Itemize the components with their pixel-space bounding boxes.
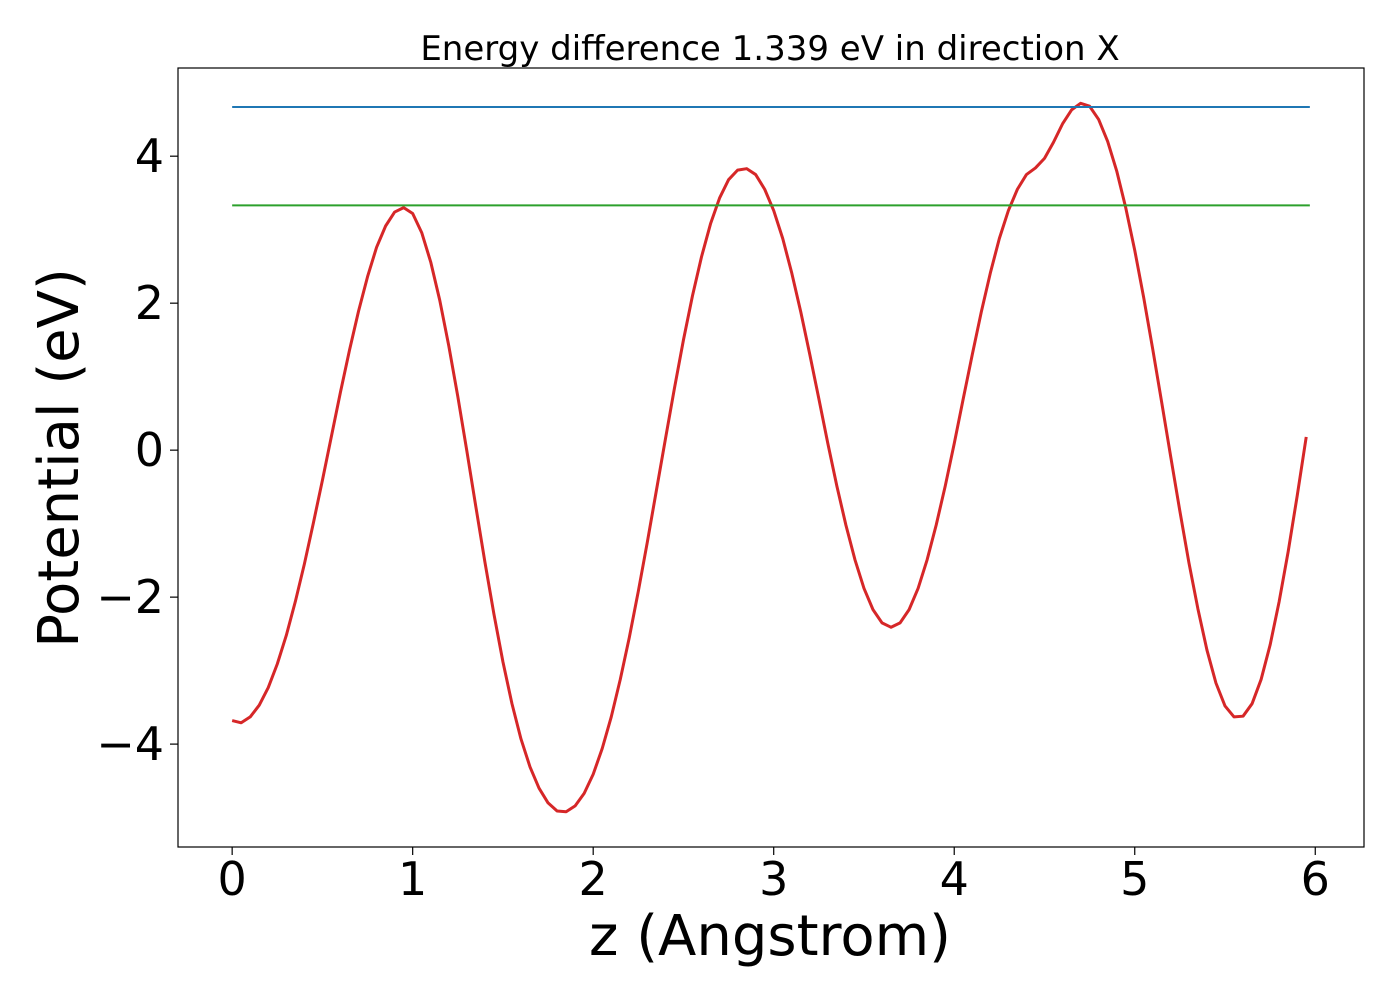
x-tick-label: 3	[759, 852, 788, 906]
x-tick-label: 4	[940, 852, 969, 906]
y-axis-ticks: −4 −2 0 2 4	[96, 129, 178, 771]
y-tick-label: −4	[96, 717, 164, 771]
x-tick-label: 2	[579, 852, 608, 906]
plot-area	[231, 101, 1310, 814]
y-tick-label: −2	[96, 570, 164, 624]
axes-frame	[177, 67, 1365, 848]
x-tick-label: 6	[1301, 852, 1330, 906]
x-tick-label: 5	[1120, 852, 1149, 906]
x-tick-label: 1	[398, 852, 427, 906]
y-axis-title: Potential (eV)	[27, 268, 92, 648]
x-axis-title: z (Angstrom)	[589, 904, 951, 969]
y-tick-label: 2	[135, 276, 164, 330]
x-tick-label: 0	[218, 852, 247, 906]
y-tick-label: 4	[135, 129, 164, 183]
chart-title: Energy difference 1.339 eV in direction …	[420, 29, 1119, 69]
x-axis-ticks: 0 1 2 3 4 5 6	[218, 847, 1330, 906]
y-tick-label: 0	[135, 423, 164, 477]
potential-curve	[231, 101, 1308, 814]
